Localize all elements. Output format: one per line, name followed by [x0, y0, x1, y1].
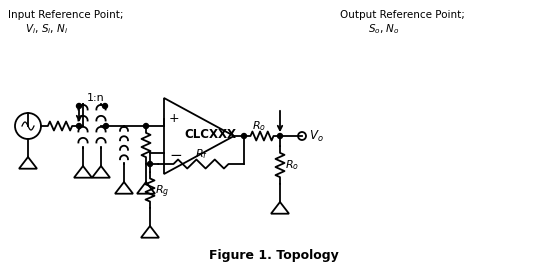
Circle shape — [77, 124, 82, 129]
Text: Input Reference Point;: Input Reference Point; — [8, 10, 123, 20]
Circle shape — [298, 132, 306, 140]
Text: $V_i$, $S_i$, $N_i$: $V_i$, $S_i$, $N_i$ — [25, 22, 68, 36]
Circle shape — [77, 104, 82, 109]
Text: $S_o$, $N_o$: $S_o$, $N_o$ — [368, 22, 400, 36]
Text: Figure 1. Topology: Figure 1. Topology — [209, 249, 339, 262]
Text: $R_o$: $R_o$ — [252, 119, 266, 133]
Circle shape — [144, 124, 149, 129]
Text: −: − — [169, 148, 182, 162]
Circle shape — [277, 133, 283, 138]
Text: $R_o$: $R_o$ — [285, 158, 299, 172]
Circle shape — [242, 133, 247, 138]
Circle shape — [104, 124, 109, 129]
Polygon shape — [164, 98, 234, 174]
Text: CLCXXX: CLCXXX — [184, 127, 236, 141]
Text: $R_g$: $R_g$ — [155, 183, 169, 200]
Text: $R_f$: $R_f$ — [195, 147, 208, 161]
Text: 1:n: 1:n — [87, 93, 105, 103]
Circle shape — [147, 161, 152, 167]
Text: +: + — [169, 112, 180, 125]
Text: Output Reference Point;: Output Reference Point; — [340, 10, 465, 20]
Circle shape — [102, 104, 107, 109]
Text: $V_o$: $V_o$ — [309, 129, 324, 144]
